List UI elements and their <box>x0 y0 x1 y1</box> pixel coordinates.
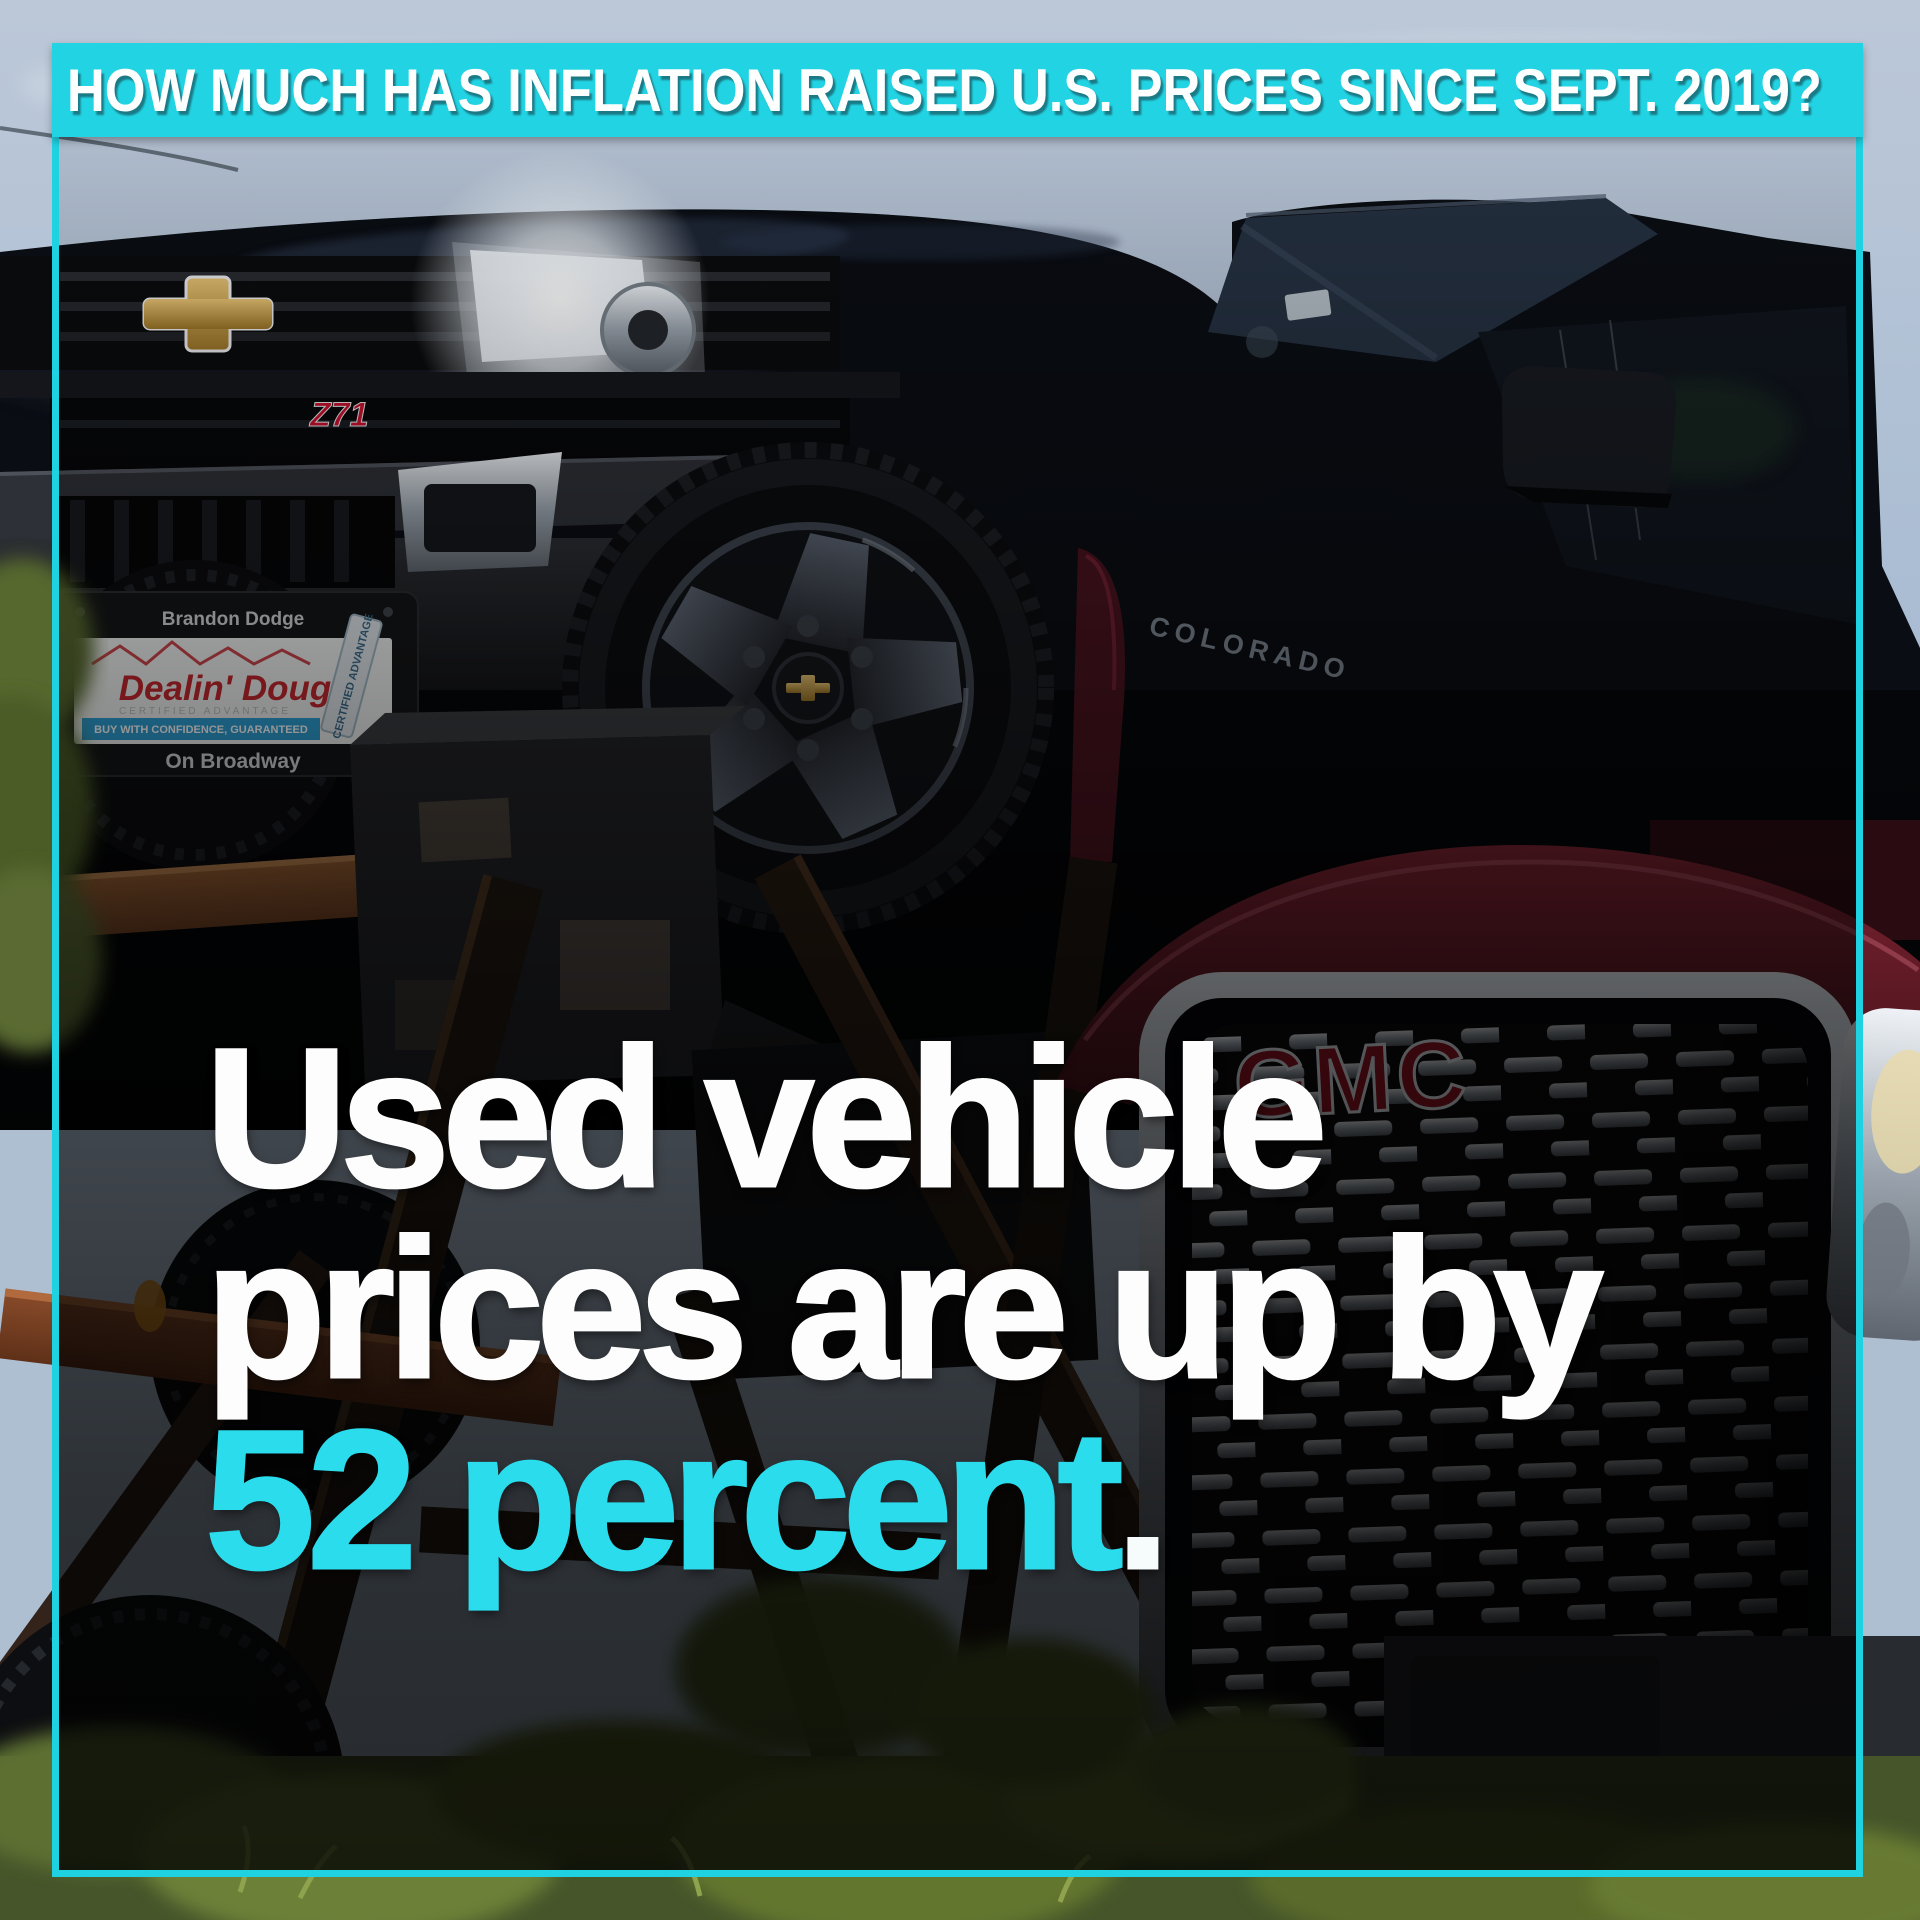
header-title: HOW MUCH HAS INFLATION RAISED U.S. PRICE… <box>66 56 1822 124</box>
statement-period: . <box>1114 1389 1172 1610</box>
statement-line-1: Used vehicle <box>204 1007 1330 1228</box>
statement-line-2: prices are up by <box>204 1198 1606 1419</box>
header-band: HOW MUCH HAS INFLATION RAISED U.S. PRICE… <box>52 43 1863 137</box>
statement-text: Used vehicle prices are up by 52 percent… <box>203 1007 1606 1600</box>
statement-line-3: 52 percent. <box>203 1399 1596 1600</box>
red-truck-headlight <box>1826 1008 1920 1341</box>
photo-darkening-overlay <box>56 137 1857 1870</box>
statement-highlight: 52 percent <box>203 1389 1124 1610</box>
